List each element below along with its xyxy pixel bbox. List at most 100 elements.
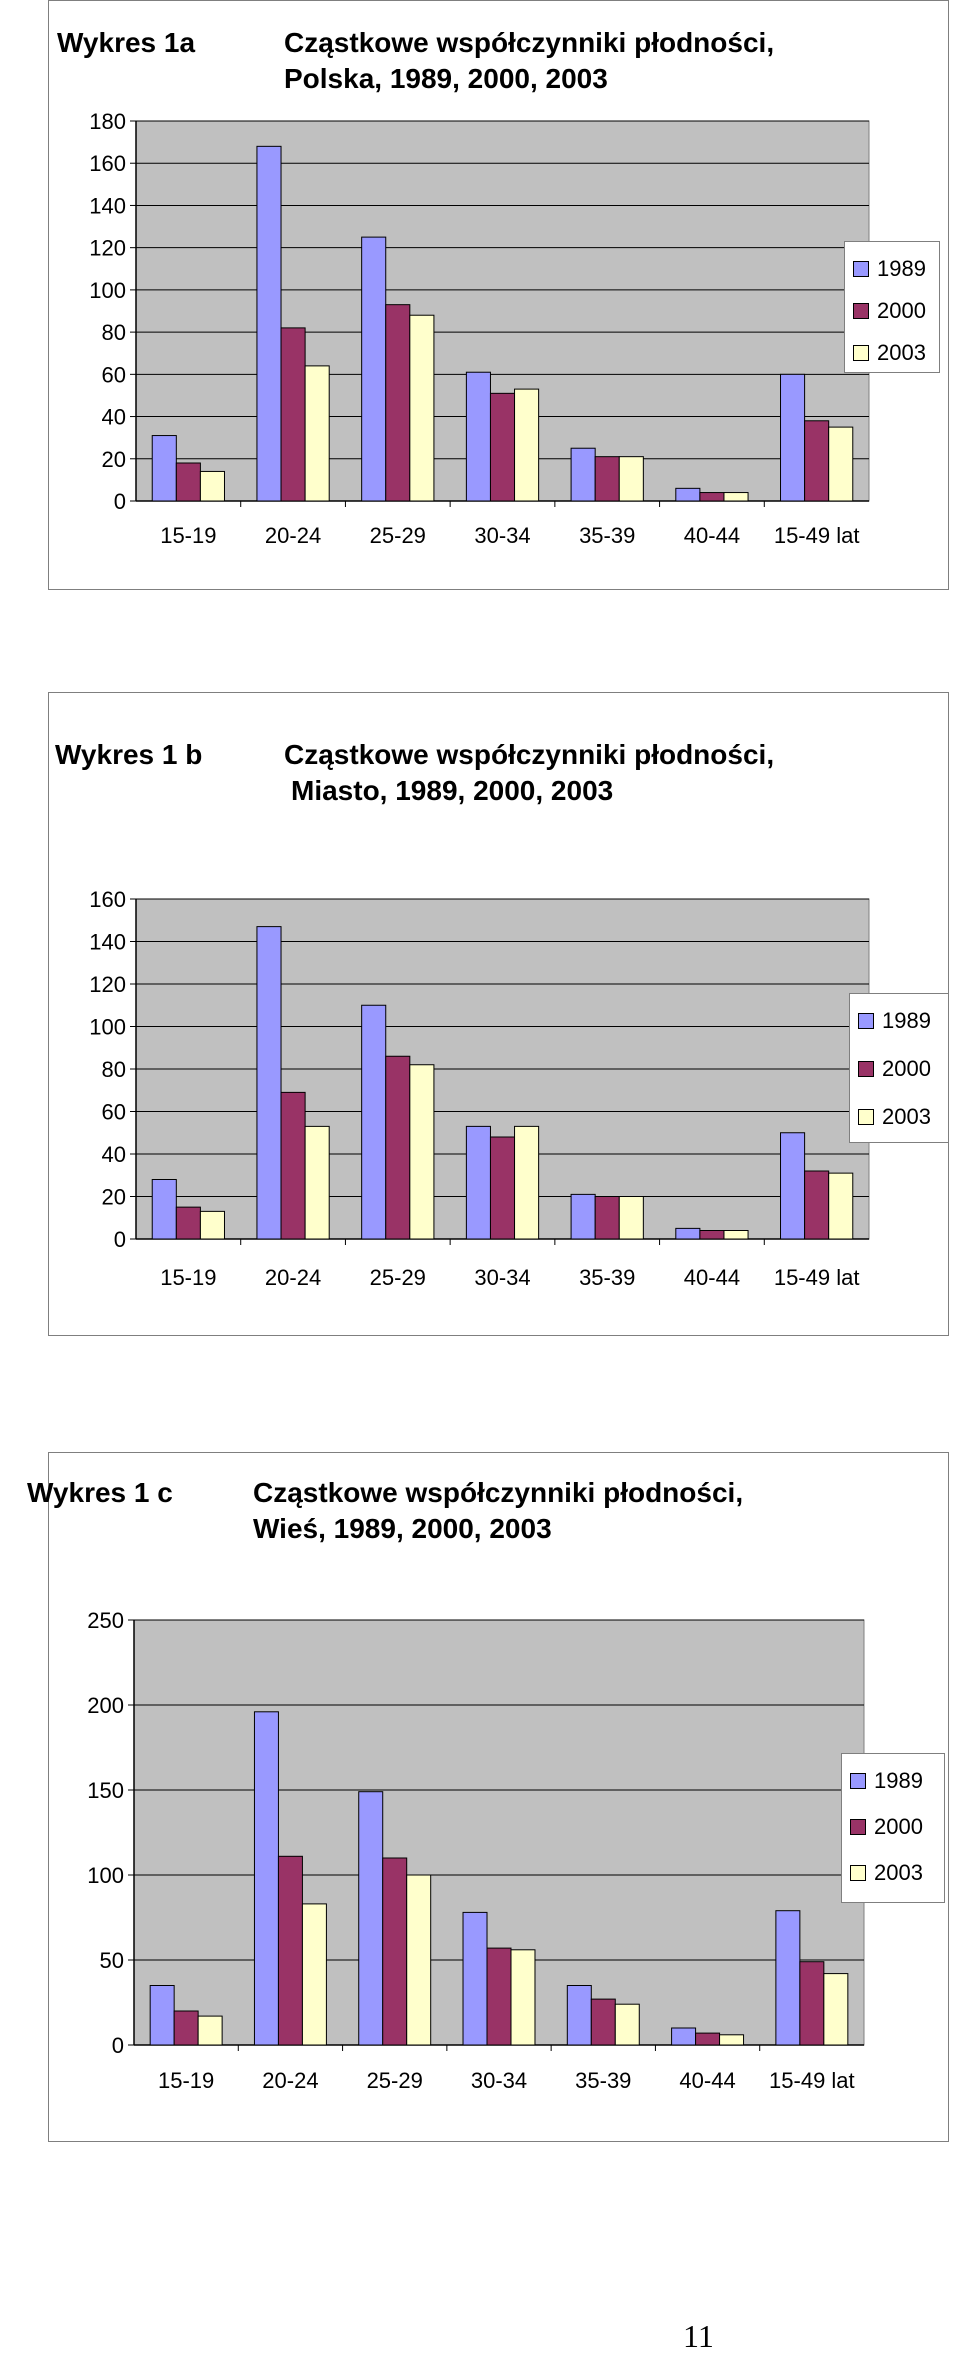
bar-2000 [175, 1206, 201, 1240]
x-tick-label: 35-39 [579, 1265, 635, 1290]
bar-1989 [256, 926, 282, 1240]
bar-2000 [385, 1055, 411, 1240]
bar-1989 [358, 1791, 384, 2046]
y-tick-label: 80 [102, 320, 126, 345]
bar-2003 [828, 426, 854, 502]
page-number: 11 [683, 2318, 714, 2354]
x-tick-label: 30-34 [471, 2068, 527, 2093]
y-tick-label: 0 [114, 1227, 126, 1252]
bar-2000 [799, 1961, 825, 2046]
y-tick-label: 180 [89, 109, 126, 134]
y-tick-label: 80 [102, 1057, 126, 1082]
chart-label: Wykres 1a [57, 27, 196, 58]
legend-label: 1989 [874, 1768, 923, 1793]
x-tick-label: 40-44 [684, 1265, 740, 1290]
bar-2000 [590, 1998, 616, 2046]
legend-swatch [858, 1109, 874, 1125]
bar-2003 [723, 1230, 749, 1240]
bar-1989 [256, 145, 282, 502]
bar-1989 [671, 2027, 697, 2046]
chart-title-line1: Cząstkowe współczynniki płodności, [253, 1477, 744, 1508]
legend-label: 2003 [882, 1104, 931, 1129]
chart-panel-1c: Wykres 1 c Cząstkowe współczynniki płodn… [27, 1452, 949, 2142]
x-tick-label: 35-39 [575, 2068, 631, 2093]
bar-2000 [382, 1857, 408, 2046]
bar-chart: 0 20 40 60 80 100 120 140 160 15-19 20-24 25-29 30-3… [89, 887, 870, 1290]
bar-2003 [618, 1196, 644, 1240]
legend-swatch [850, 1819, 866, 1835]
legend-swatch [858, 1013, 874, 1029]
legend-label: 2003 [874, 1860, 923, 1885]
bar-2000 [594, 1196, 620, 1240]
legend-label: 2000 [882, 1056, 931, 1081]
bar-2000 [695, 2032, 721, 2046]
bar-2000 [173, 2010, 199, 2046]
y-tick-label: 60 [102, 362, 126, 387]
x-tick-label: 25-29 [370, 523, 426, 548]
x-tick-label: 15-19 [160, 523, 216, 548]
bar-1989 [361, 236, 387, 502]
y-tick-label: 160 [89, 151, 126, 176]
bar-1989 [462, 1911, 488, 2046]
legend-item-2000: 2000 [853, 296, 926, 326]
bar-1989 [570, 1193, 596, 1240]
bar-2000 [699, 1230, 725, 1240]
bar-1989 [465, 371, 491, 502]
bar-2003 [301, 1903, 327, 2046]
bar-1989 [570, 447, 596, 502]
legend-item-1989: 1989 [858, 1006, 931, 1036]
y-tick-label: 140 [89, 930, 126, 955]
legend-item-2003: 2003 [858, 1102, 931, 1132]
bar-2003 [614, 2003, 640, 2046]
chart-legend: 1989 2000 2003 [844, 241, 940, 373]
bar-1989 [253, 1711, 279, 2046]
chart-panel-1b: Wykres 1 b Cząstkowe współczynniki płodn… [48, 692, 949, 1336]
bar-1989 [780, 373, 806, 502]
legend-swatch [853, 345, 869, 361]
bar-2003 [304, 365, 330, 502]
bar-2000 [280, 327, 306, 502]
bar-2003 [514, 388, 540, 502]
legend-swatch [858, 1061, 874, 1077]
bar-2003 [618, 456, 644, 502]
legend-item-2003: 2003 [850, 1858, 923, 1888]
y-tick-label: 40 [102, 1142, 126, 1167]
bar-2000 [486, 1947, 512, 2046]
y-tick-label: 20 [102, 1185, 126, 1210]
legend-label: 2003 [877, 340, 926, 365]
bar-2000 [804, 1170, 830, 1240]
y-tick-label: 100 [89, 278, 126, 303]
legend-item-2000: 2000 [850, 1812, 923, 1842]
x-tick-label: 30-34 [474, 523, 530, 548]
chart-label: Wykres 1 b [55, 739, 203, 770]
y-tick-label: 0 [112, 2033, 124, 2058]
bar-2003 [514, 1125, 540, 1240]
x-tick-label: 20-24 [265, 1265, 321, 1290]
x-tick-label: 15-19 [160, 1265, 216, 1290]
bar-2000 [280, 1091, 306, 1240]
bar-2000 [489, 392, 516, 502]
bar-2000 [699, 492, 725, 502]
x-tick-label: 25-29 [367, 2068, 423, 2093]
y-tick-label: 250 [87, 1608, 124, 1633]
bar-2003 [723, 492, 749, 502]
y-tick-label: 150 [87, 1778, 124, 1803]
legend-label: 1989 [882, 1008, 931, 1033]
y-tick-label: 100 [89, 1015, 126, 1040]
y-tick-label: 120 [89, 236, 126, 261]
x-tick-label: 20-24 [265, 523, 321, 548]
chart-legend: 1989 2000 2003 [841, 1753, 945, 1903]
x-tick-label: 15-19 [158, 2068, 214, 2093]
legend-swatch [853, 261, 869, 277]
bar-2003 [199, 470, 225, 502]
chart-title-line2: Polska, 1989, 2000, 2003 [284, 63, 608, 94]
chart-title-line1: Cząstkowe współczynniki płodności, [284, 739, 775, 770]
y-tick-label: 40 [102, 405, 126, 430]
bar-1989 [151, 435, 177, 502]
y-tick-label: 50 [100, 1948, 124, 1973]
bar-2000 [594, 456, 620, 502]
legend-item-2000: 2000 [858, 1054, 931, 1084]
legend-swatch [850, 1773, 866, 1789]
x-tick-label: 15-49 lat [769, 2068, 855, 2093]
x-tick-label: 20-24 [262, 2068, 318, 2093]
